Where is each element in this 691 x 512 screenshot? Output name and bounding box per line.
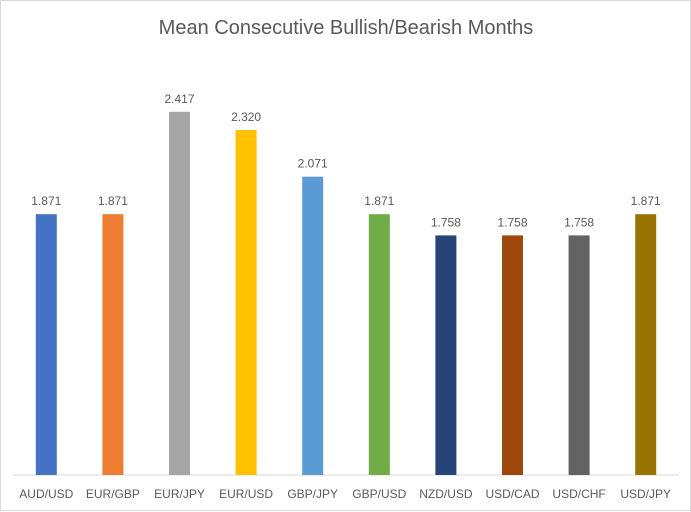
x-tick-label-usd-chf: USD/CHF	[552, 487, 605, 501]
x-tick-label-eur-gbp: EUR/GBP	[86, 487, 140, 501]
bar-usd-jpy	[635, 214, 657, 475]
bar-usd-chf	[568, 235, 590, 475]
x-tick-label-eur-usd: EUR/USD	[219, 487, 273, 501]
data-label-eur-gbp: 1.871	[98, 194, 128, 208]
data-label-usd-cad: 1.758	[497, 215, 527, 229]
x-tick-label-usd-jpy: USD/JPY	[620, 487, 671, 501]
x-tick-label-nzd-usd: NZD/USD	[419, 487, 473, 501]
x-tick-label-eur-jpy: EUR/JPY	[154, 487, 205, 501]
data-label-gbp-usd: 1.871	[364, 194, 394, 208]
data-label-eur-usd: 2.320	[231, 110, 261, 124]
data-label-gbp-jpy: 2.071	[298, 157, 328, 171]
chart-title: Mean Consecutive Bullish/Bearish Months	[159, 17, 534, 39]
bar-usd-cad	[502, 235, 523, 475]
bars-group	[35, 111, 657, 476]
x-tick-labels-group: AUD/USD EUR/GBP EUR/JPY EUR/USD GBP/JPY GBP/U…	[19, 487, 671, 501]
x-tick-label-aud-usd: AUD/USD	[19, 487, 73, 501]
bar-nzd-usd	[435, 235, 457, 475]
bar-eur-usd	[235, 130, 257, 475]
x-tick-label-gbp-jpy: GBP/JPY	[287, 487, 338, 501]
data-labels-group: 1.871 1.871 2.417 2.320 2.071 1.871 1.758 1.758…	[31, 92, 661, 230]
bar-aud-usd	[35, 214, 57, 475]
bar-eur-gbp	[102, 214, 124, 475]
data-label-eur-jpy: 2.417	[164, 92, 194, 106]
x-tick-label-gbp-usd: GBP/USD	[352, 487, 406, 501]
data-label-nzd-usd: 1.758	[431, 215, 461, 229]
x-tick-label-usd-cad: USD/CAD	[485, 487, 539, 501]
bar-gbp-jpy	[302, 176, 324, 475]
bar-eur-jpy	[169, 111, 190, 476]
data-label-usd-jpy: 1.871	[631, 194, 661, 208]
data-label-aud-usd: 1.871	[31, 194, 61, 208]
bar-gbp-usd	[368, 214, 390, 475]
data-label-usd-chf: 1.758	[564, 215, 594, 229]
